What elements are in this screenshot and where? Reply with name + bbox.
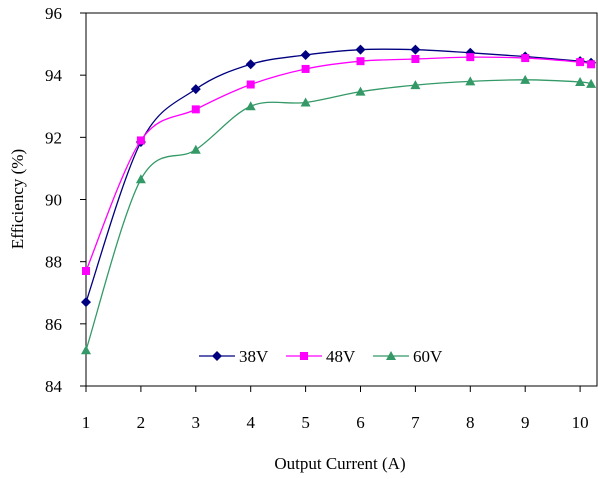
data-point-38V (81, 297, 91, 308)
data-point-38V (190, 84, 201, 95)
x-tick-label: 7 (411, 413, 420, 432)
data-point-60V (410, 80, 421, 90)
data-point-48V (576, 58, 585, 67)
y-axis-ticks: 84 86 88 90 92 94 96 (45, 4, 86, 396)
legend: 38V 48V 60V (199, 347, 443, 366)
data-point-38V (300, 49, 311, 60)
data-point-60V (586, 78, 597, 88)
y-tick-label: 96 (45, 4, 62, 23)
y-tick-label: 90 (45, 191, 62, 210)
data-point-48V (356, 57, 365, 66)
data-point-60V (300, 97, 311, 107)
data-point-60V (355, 86, 366, 96)
plot-area (85, 12, 598, 387)
x-tick-label: 4 (246, 413, 255, 432)
data-point-48V (521, 54, 530, 63)
x-tick-label: 10 (572, 413, 589, 432)
x-tick-label: 3 (192, 413, 201, 432)
legend-label-48V: 48V (326, 347, 356, 366)
series-group (81, 44, 597, 355)
y-tick-label: 92 (45, 128, 62, 147)
x-tick-label: 8 (466, 413, 475, 432)
data-point-48V (466, 53, 475, 62)
data-point-48V (191, 105, 200, 114)
series-line-38V (85, 48, 592, 303)
data-point-60V (81, 345, 91, 355)
legend-label-60V: 60V (413, 347, 443, 366)
data-point-60V (135, 174, 146, 184)
legend-marker-60V (386, 351, 396, 360)
data-point-38V (245, 59, 256, 70)
x-tick-label: 1 (82, 413, 91, 432)
x-tick-label: 2 (137, 413, 146, 432)
y-axis-title: Efficiency (%) (8, 149, 27, 249)
legend-marker-48V (300, 352, 308, 360)
series-line-60V (85, 79, 592, 351)
legend-marker-38V (212, 351, 222, 361)
data-point-48V (82, 266, 90, 275)
data-point-38V (355, 44, 366, 55)
y-tick-label: 84 (45, 377, 63, 396)
x-tick-label: 9 (521, 413, 530, 432)
x-axis-title: Output Current (A) (274, 454, 405, 473)
x-axis-ticks: 1 2 3 4 5 6 7 8 9 10 (82, 386, 589, 432)
series-line-48V (85, 56, 592, 272)
data-point-60V (190, 144, 201, 154)
x-tick-label: 6 (356, 413, 365, 432)
data-point-48V (587, 60, 596, 69)
data-point-60V (575, 77, 586, 87)
data-point-60V (465, 76, 476, 86)
data-point-60V (520, 74, 531, 84)
y-tick-label: 88 (45, 253, 62, 272)
y-tick-label: 86 (45, 315, 62, 334)
y-tick-label: 94 (45, 66, 63, 85)
x-tick-label: 5 (301, 413, 310, 432)
data-point-48V (136, 136, 145, 145)
legend-label-38V: 38V (239, 347, 269, 366)
data-point-48V (246, 80, 255, 89)
data-point-60V (245, 101, 256, 111)
data-point-38V (410, 44, 421, 55)
data-point-48V (301, 64, 310, 73)
data-point-48V (411, 55, 420, 64)
